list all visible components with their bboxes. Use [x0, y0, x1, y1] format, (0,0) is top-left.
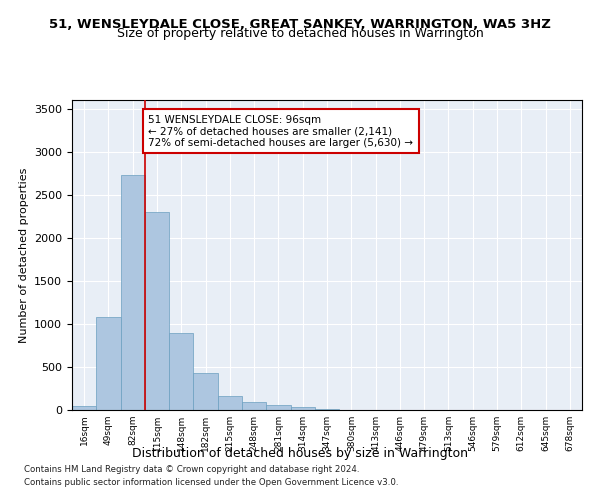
Text: Contains public sector information licensed under the Open Government Licence v3: Contains public sector information licen…: [24, 478, 398, 487]
Bar: [72, 406, 96, 410]
Bar: [193, 373, 218, 410]
Y-axis label: Number of detached properties: Number of detached properties: [19, 168, 29, 342]
Bar: [266, 406, 290, 410]
Text: 51, WENSLEYDALE CLOSE, GREAT SANKEY, WARRINGTON, WA5 3HZ: 51, WENSLEYDALE CLOSE, GREAT SANKEY, WAR…: [49, 18, 551, 30]
Bar: [315, 409, 339, 410]
Bar: [218, 396, 242, 410]
Bar: [290, 407, 315, 410]
Bar: [169, 332, 193, 410]
Text: Size of property relative to detached houses in Warrington: Size of property relative to detached ho…: [116, 28, 484, 40]
Bar: [145, 212, 169, 410]
Text: 51 WENSLEYDALE CLOSE: 96sqm
← 27% of detached houses are smaller (2,141)
72% of : 51 WENSLEYDALE CLOSE: 96sqm ← 27% of det…: [149, 114, 413, 148]
Bar: [96, 317, 121, 410]
Bar: [121, 175, 145, 410]
Text: Contains HM Land Registry data © Crown copyright and database right 2024.: Contains HM Land Registry data © Crown c…: [24, 466, 359, 474]
Bar: [242, 402, 266, 410]
Text: Distribution of detached houses by size in Warrington: Distribution of detached houses by size …: [132, 448, 468, 460]
